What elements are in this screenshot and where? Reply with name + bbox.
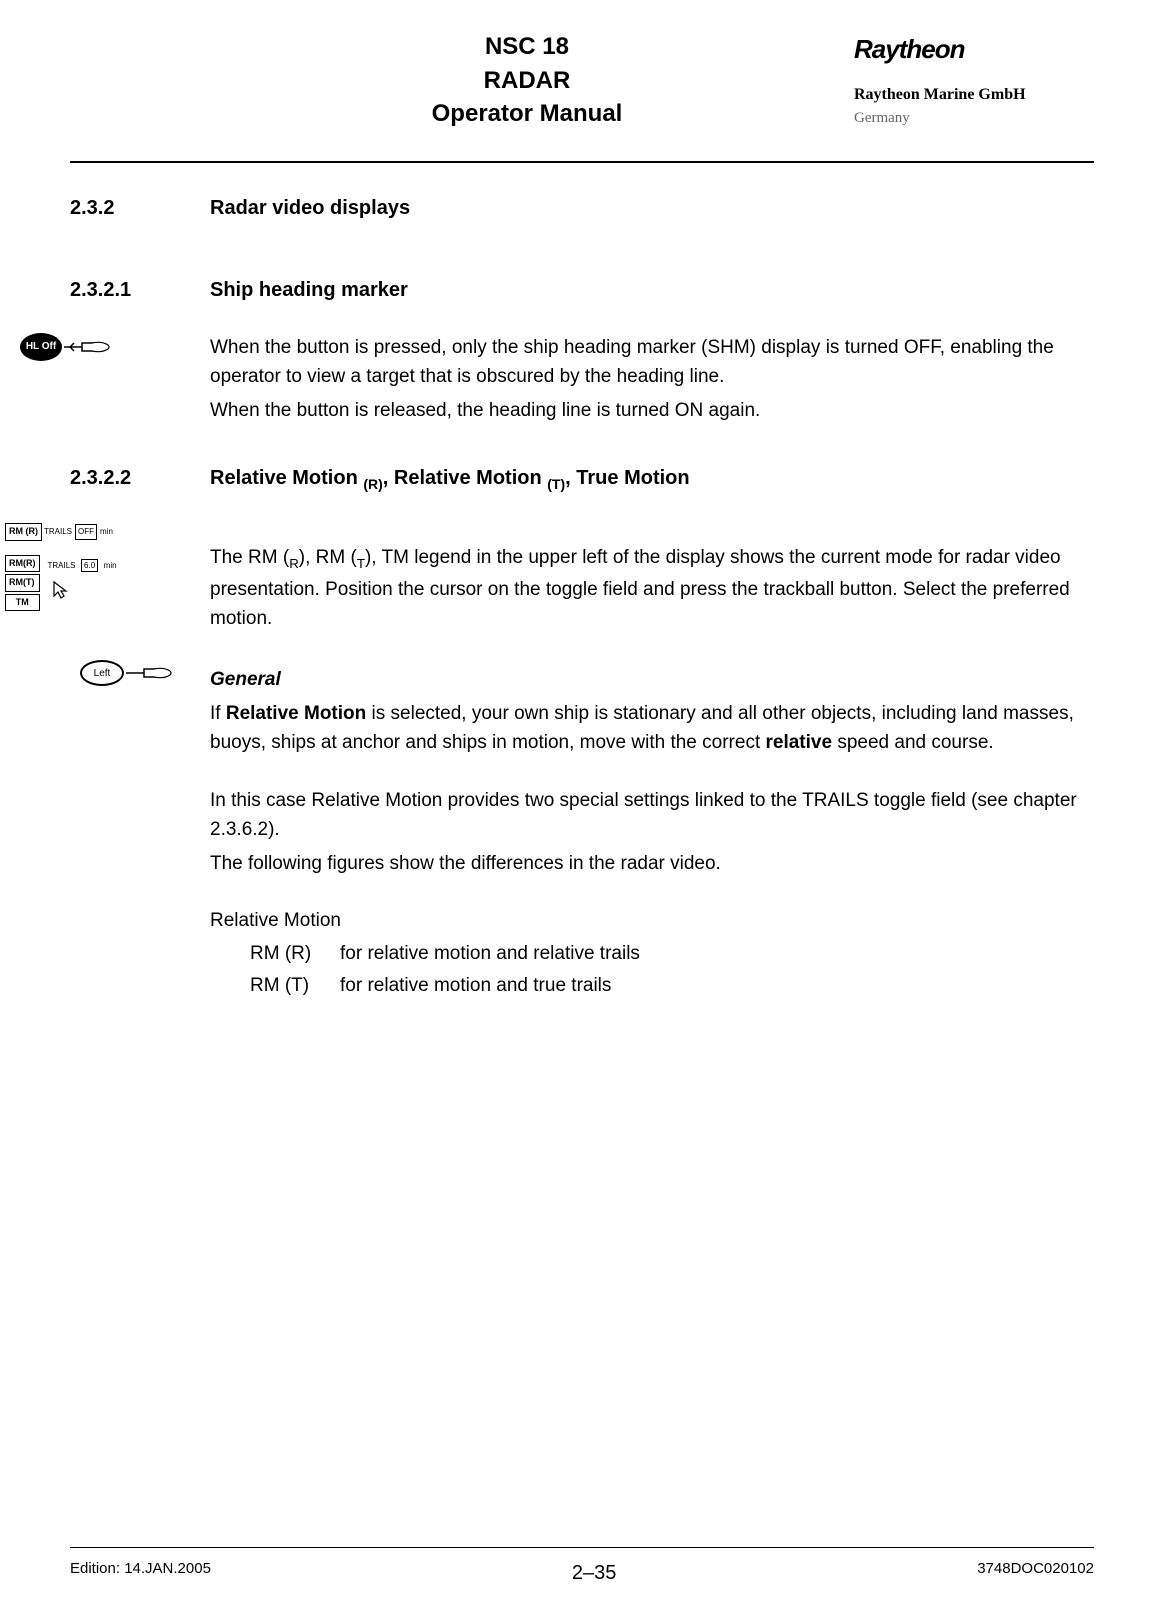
body-text: In this case Relative Motion provides tw…	[210, 786, 1094, 845]
company-country: Germany	[854, 107, 1094, 130]
section-number: 2.3.2.2	[20, 463, 210, 495]
header-title-block: NSC 18 RADAR Operator Manual	[20, 30, 854, 131]
page-container: NSC 18 RADAR Operator Manual Raytheon Ra…	[0, 0, 1154, 1624]
company-name: Raytheon Marine GmbH	[854, 83, 1094, 107]
rm-t-option-icon: RM(T)	[5, 574, 40, 592]
text-column: General If Relative Motion is selected, …	[210, 665, 1094, 1002]
text-bold: relative	[766, 732, 833, 753]
footer-divider	[70, 1547, 1094, 1548]
text-subscript: R	[289, 556, 299, 571]
trails-label: TRAILS	[48, 561, 76, 570]
section-2-3-2: 2.3.2 Radar video displays	[20, 193, 1094, 223]
rm-figure-row-2: RM(R) RM(T) TM TRAILS 6.0 min	[5, 555, 119, 612]
edition-label: Edition: 14.JAN.2005	[70, 1558, 211, 1588]
title-subscript: (R)	[363, 476, 382, 492]
footer-row: Edition: 14.JAN.2005 2–35 3748DOC020102	[70, 1558, 1094, 1588]
text-bold: Relative Motion	[226, 703, 366, 724]
paragraph-row: HL Off When the button is pressed, only …	[20, 333, 1094, 429]
margin-column: RM (R) TRAILS OFF min RM(R) RM(T) TM	[20, 523, 210, 637]
title-part: Relative Motion	[210, 467, 363, 489]
general-subtitle: General	[210, 665, 1094, 694]
tm-option-icon: TM	[5, 594, 40, 612]
trails-value-group: TRAILS 6.0 min	[46, 559, 119, 607]
text-fragment: If	[210, 703, 226, 724]
rm-t-label: RM (T)	[250, 971, 340, 1000]
margin-column: HL Off	[20, 333, 210, 429]
body-text: The RM (R), RM (T), TM legend in the upp…	[210, 543, 1094, 633]
title-part: , Relative Motion	[383, 467, 547, 489]
rm-r-option-icon: RM(R)	[5, 555, 40, 573]
min-label: min	[104, 561, 117, 570]
hl-off-button-icon: HL Off	[20, 333, 62, 361]
text-fragment: The RM (	[210, 547, 289, 568]
list-item: RM (T) for relative motion and true trai…	[250, 971, 1094, 1000]
paragraph-row: RM (R) TRAILS OFF min RM(R) RM(T) TM	[20, 523, 1094, 637]
body-text: The following figures show the differenc…	[210, 849, 1094, 878]
margin-column: Left	[20, 665, 210, 1002]
left-click-figure: Left	[80, 659, 174, 687]
text-column: When the button is pressed, only the shi…	[210, 333, 1094, 429]
title-part: , True Motion	[565, 467, 689, 489]
page-footer: Edition: 14.JAN.2005 2–35 3748DOC020102	[70, 1547, 1094, 1588]
value-box-icon: 6.0	[81, 559, 98, 572]
hl-off-figure: HL Off	[20, 333, 112, 361]
rm-list-heading: Relative Motion	[210, 906, 1094, 935]
list-item: RM (R) for relative motion and relative …	[250, 939, 1094, 968]
section-title: Ship heading marker	[210, 275, 408, 305]
content-area: 2.3.2 Radar video displays 2.3.2.1 Ship …	[20, 193, 1094, 1003]
section-title: Radar video displays	[210, 193, 410, 223]
body-text: When the button is pressed, only the shi…	[210, 333, 1094, 392]
page-number: 2–35	[572, 1558, 617, 1588]
rm-definition-list: RM (R) for relative motion and relative …	[250, 939, 1094, 1000]
min-label: min	[100, 526, 113, 538]
section-number: 2.3.2	[20, 193, 210, 223]
trails-label: TRAILS	[44, 526, 72, 538]
rm-stack-icon: RM(R) RM(T) TM	[5, 555, 40, 612]
left-mouse-button-icon: Left	[80, 660, 124, 686]
pointing-hand-icon	[124, 659, 174, 687]
header-divider	[70, 161, 1094, 163]
raytheon-logo: Raytheon	[854, 30, 1094, 69]
paragraph-row: Left General If Relative Motion is selec…	[20, 665, 1094, 1002]
section-title: Relative Motion (R), Relative Motion (T)…	[210, 463, 690, 495]
title-line-2: RADAR	[200, 64, 854, 98]
header-right-block: Raytheon Raytheon Marine GmbH Germany	[854, 30, 1094, 130]
body-text: If Relative Motion is selected, your own…	[210, 699, 1094, 758]
rm-r-box-icon: RM (R)	[5, 523, 42, 541]
rm-figure-row-1: RM (R) TRAILS OFF min	[5, 523, 119, 541]
text-column: The RM (R), RM (T), TM legend in the upp…	[210, 523, 1094, 637]
text-fragment: speed and course.	[832, 732, 994, 753]
cursor-icon	[50, 578, 119, 607]
rm-r-label: RM (R)	[250, 939, 340, 968]
section-number: 2.3.2.1	[20, 275, 210, 305]
off-box-icon: OFF	[75, 524, 97, 540]
section-2-3-2-1: 2.3.2.1 Ship heading marker	[20, 275, 1094, 305]
rm-t-description: for relative motion and true trails	[340, 971, 611, 1000]
body-text: When the button is released, the heading…	[210, 396, 1094, 425]
rm-toggle-figure: RM (R) TRAILS OFF min RM(R) RM(T) TM	[5, 523, 119, 611]
page-header: NSC 18 RADAR Operator Manual Raytheon Ra…	[20, 30, 1094, 131]
text-subscript: T	[357, 556, 365, 571]
text-fragment: ), RM (	[299, 547, 357, 568]
doc-number: 3748DOC020102	[977, 1558, 1094, 1588]
title-subscript: (T)	[547, 476, 565, 492]
rm-r-description: for relative motion and relative trails	[340, 939, 640, 968]
section-2-3-2-2: 2.3.2.2 Relative Motion (R), Relative Mo…	[20, 463, 1094, 495]
title-line-3: Operator Manual	[200, 97, 854, 131]
title-line-1: NSC 18	[200, 30, 854, 64]
pointing-hand-icon	[62, 333, 112, 361]
